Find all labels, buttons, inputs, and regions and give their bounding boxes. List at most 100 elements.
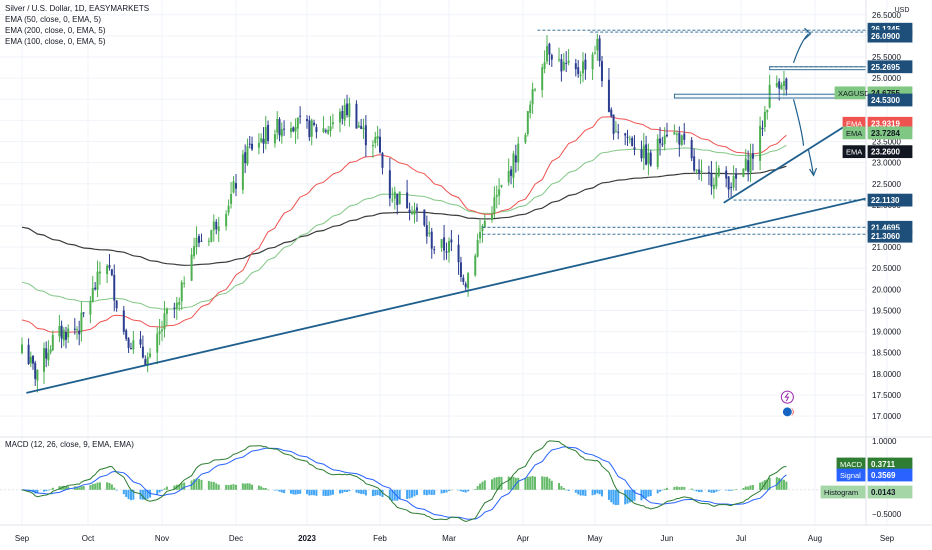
histogram-bar [376,489,379,496]
price-tick-label: 19.5000 [872,306,901,315]
candle-body [27,344,30,364]
badge-value: 21.3060 [871,232,900,241]
time-tick-label: Mar [442,534,456,543]
histogram-bar [448,489,450,491]
histogram-bar [257,485,260,490]
candle-body [663,135,666,144]
histogram-bar [464,489,467,493]
badge-value: 0.0143 [871,488,896,497]
candle-body [408,209,411,213]
candle-body [43,348,45,372]
histogram-bar [500,476,503,490]
histogram-bar [163,488,166,490]
histogram-bar [248,483,251,490]
candle-body [362,127,365,130]
histogram-bar [251,484,254,490]
histogram-bar [292,489,295,495]
candle-body [315,127,318,133]
histogram-bar [759,482,762,490]
time-tick-label: May [587,534,602,543]
histogram-bar [700,489,703,493]
histogram-bar [695,489,698,492]
histogram-bar [76,486,78,490]
candle-body [190,254,193,281]
macd-pane [0,436,932,523]
candle-body [717,168,720,176]
badge-value-box [867,126,913,140]
histogram-bar [459,489,462,492]
candle-body [273,134,276,144]
time-tick-label: Dec [229,534,243,543]
histogram-bar [178,484,181,490]
time-tick-label: 2023 [298,534,316,543]
candle-body [78,330,81,335]
time-tick-label: Jul [736,534,746,543]
candle-body [45,348,48,359]
histogram-bar [193,479,196,490]
candle-body [550,55,553,60]
histogram-bar [198,478,200,490]
histogram-bar [299,489,302,494]
badge-value-box [867,468,913,482]
histogram-bar [278,489,281,492]
badge-value-box [867,60,913,74]
histogram-bar [125,489,128,497]
candle-body [647,152,650,164]
histogram-bar [398,489,401,500]
candle-body [306,119,308,121]
chart-legend: Silver / U.S. Dollar, 1D, EASYMARKETS EM… [5,3,149,47]
histogram-bar [127,489,130,500]
candle-body [512,153,515,178]
candle-body [91,288,94,303]
price-badge: 22.1130 [867,193,913,207]
candle-body [459,262,462,277]
candle-body [308,120,311,138]
histogram-bar [725,489,728,491]
candle-body [541,67,544,90]
histogram-bar [360,489,363,494]
candle-body [607,79,610,112]
candle-body [546,46,548,62]
histogram-bar [698,489,701,493]
candle-body [543,62,546,69]
histogram-bar [440,489,443,494]
time-tick-label: Feb [373,534,387,543]
histogram-bar [36,489,39,494]
histogram-bar [510,477,513,490]
histogram-bar [49,489,52,491]
candle-body [467,273,470,289]
histogram-bar [200,479,203,490]
candle-body [376,135,379,139]
ema-100-legend: EMA (100, close, 0, EMA, 5) [5,37,106,46]
candle-body [700,170,703,172]
candle-body [631,137,634,147]
candle-body [732,175,735,188]
histogram-bar [594,489,596,495]
candle-body [495,195,498,197]
candle-body [132,340,135,350]
histogram-bar [543,476,546,490]
candle-body [645,144,648,165]
histogram-bar [260,486,263,490]
histogram-bar [173,485,176,490]
candle-body [178,302,181,305]
candle-body [474,255,477,276]
candle-body [98,271,101,274]
candle-body [398,191,401,205]
badge-value: 23.2600 [871,148,900,157]
histogram-bar [165,486,168,490]
candle-body [207,240,210,242]
histogram-bar [67,486,70,490]
candle-body [693,156,696,171]
candle-body [517,143,520,163]
candle-body [617,131,620,133]
histogram-bar [122,489,125,495]
candle-body [565,63,568,65]
us-flag-icon [781,406,793,418]
candle-body [666,134,668,137]
histogram-bar [129,489,132,501]
candle-body [60,325,63,339]
histogram-bar [80,486,83,490]
histogram-bar [507,476,510,490]
candle-body [425,225,428,237]
